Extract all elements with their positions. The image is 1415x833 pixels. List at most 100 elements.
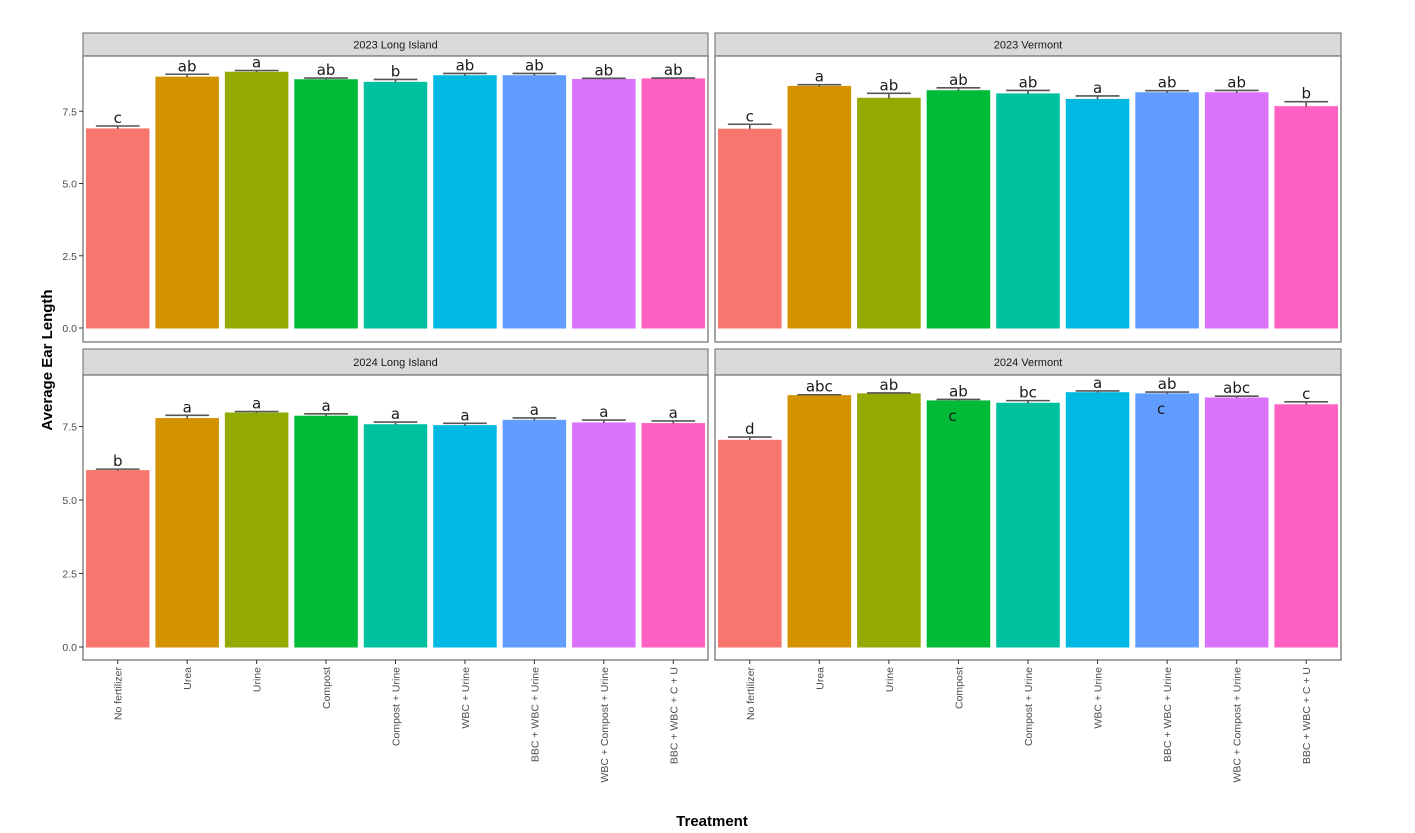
bar-3-3 — [926, 400, 991, 648]
facet-strip-label: 2023 Vermont — [994, 40, 1063, 52]
bar-3-5 — [1065, 392, 1130, 648]
facet-panel-3: 2024 Long Island 0.0 2.5 5.0 7.5 b No fertiliz… — [62, 348, 709, 783]
x-tick-label: Urine — [252, 667, 264, 692]
facet-strip-label: 2024 Long Island — [353, 357, 437, 369]
significance-letter: abc — [1223, 379, 1250, 397]
significance-letter: c — [114, 109, 122, 127]
x-tick-label: WBC + Compost + Urine — [1232, 667, 1244, 783]
bar-2-4 — [363, 424, 428, 648]
bar-2-7 — [572, 422, 636, 648]
bar-0-8 — [641, 78, 706, 329]
significance-letter: ab — [949, 71, 968, 89]
bar-2-8 — [641, 423, 706, 648]
bar-1-1 — [787, 85, 852, 329]
significance-letter: b — [391, 62, 401, 80]
bar-3-4 — [996, 402, 1060, 648]
bar-2-6 — [502, 419, 567, 648]
bar-1-5 — [1065, 98, 1130, 329]
significance-letter: a — [321, 397, 330, 415]
bar-0-3 — [294, 79, 358, 329]
bar-3-2 — [857, 393, 921, 648]
bar-2-0 — [85, 470, 150, 648]
significance-letter: ab — [1158, 375, 1177, 393]
facet-strip-label: 2023 Long Island — [353, 40, 437, 52]
significance-letter: a — [252, 54, 261, 72]
significance-letter: ab — [178, 57, 197, 75]
bar-3-6 — [1135, 393, 1199, 648]
bar-1-3 — [926, 90, 991, 329]
significance-letter: ab — [1019, 73, 1038, 91]
y-tick-label: 7.5 — [62, 106, 77, 118]
bar-1-6 — [1135, 92, 1199, 329]
bar-3-8 — [1274, 404, 1339, 648]
bar-2-2 — [224, 412, 289, 648]
significance-letter: a — [1093, 79, 1102, 97]
x-tick-label: WBC + Compost + Urine — [599, 667, 611, 783]
bar-1-0 — [717, 128, 782, 329]
significance-letter-extra: c — [1157, 400, 1165, 418]
facet-strip-label: 2024 Vermont — [994, 357, 1063, 369]
x-axis-title: Treatment — [676, 813, 748, 830]
significance-letter: ab — [456, 56, 475, 74]
significance-letter: ab — [664, 61, 683, 79]
x-tick-label: No fertilizer — [113, 667, 125, 721]
bar-3-0 — [717, 439, 782, 648]
bar-0-5 — [433, 75, 497, 329]
x-tick-label: BBC + WBC + Urine — [529, 667, 541, 762]
x-tick-label: Compost — [321, 667, 333, 709]
y-tick-label: 2.5 — [62, 569, 77, 581]
x-tick-label: No fertilizer — [745, 667, 757, 721]
facet-strip — [82, 348, 709, 376]
significance-letter: a — [391, 405, 400, 423]
y-tick-label: 0.0 — [62, 642, 77, 654]
y-tick-label: 2.5 — [62, 251, 77, 263]
significance-letter: bc — [1019, 384, 1037, 402]
significance-letter: a — [1093, 374, 1102, 392]
x-tick-label: Urea — [182, 667, 194, 690]
y-tick-label: 5.0 — [62, 179, 77, 191]
significance-letter: ab — [594, 61, 613, 79]
facet-panel-2: 2023 Vermont c a ab ab ab a ab ab b — [714, 32, 1342, 343]
significance-letter: a — [460, 406, 469, 424]
significance-letter: ab — [880, 76, 899, 94]
y-tick-label: 7.5 — [62, 422, 77, 434]
x-tick-label: BBC + WBC + C + U — [1301, 667, 1313, 764]
significance-letter: ab — [949, 382, 968, 400]
significance-letter: a — [815, 68, 824, 86]
bar-0-6 — [502, 75, 567, 329]
facet-strip — [714, 348, 1342, 376]
bar-1-2 — [857, 97, 921, 329]
significance-letter: ab — [1227, 73, 1246, 91]
significance-letter: a — [530, 401, 539, 419]
bar-3-1 — [787, 395, 852, 648]
significance-letter: ab — [525, 56, 544, 74]
x-tick-label: BBC + WBC + Urine — [1162, 667, 1174, 762]
x-tick-label: WBC + Urine — [460, 667, 472, 729]
significance-letter: ab — [880, 376, 899, 394]
x-tick-label: Urea — [814, 667, 826, 690]
significance-letter: a — [252, 395, 261, 413]
significance-letter: abc — [806, 378, 833, 396]
significance-letter: b — [113, 452, 123, 470]
x-tick-label: Compost — [953, 667, 965, 709]
significance-letter: c — [1302, 385, 1310, 403]
significance-letter-extra: c — [948, 407, 956, 425]
significance-letter: ab — [1158, 74, 1177, 92]
bar-1-8 — [1274, 106, 1339, 329]
x-tick-label: Compost + Urine — [391, 667, 403, 746]
bar-1-7 — [1204, 92, 1269, 329]
bar-2-1 — [155, 418, 219, 648]
significance-letter: a — [183, 398, 192, 416]
bar-3-7 — [1204, 397, 1269, 648]
bar-2-5 — [433, 425, 497, 648]
bar-2-3 — [294, 415, 358, 648]
bar-1-4 — [996, 93, 1060, 329]
significance-letter: a — [669, 404, 678, 422]
significance-letter: b — [1301, 85, 1311, 103]
bar-0-2 — [224, 71, 289, 329]
bar-0-1 — [155, 76, 219, 329]
x-tick-label: WBC + Urine — [1093, 667, 1105, 729]
